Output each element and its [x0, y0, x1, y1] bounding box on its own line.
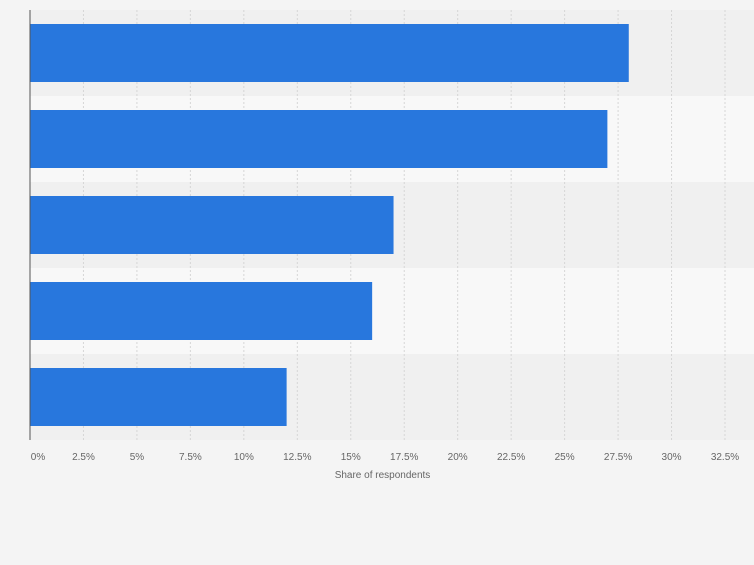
bars — [30, 24, 629, 426]
x-tick-label: 27.5% — [604, 452, 632, 463]
x-tick-label: 2.5% — [72, 452, 95, 463]
x-tick-label: 17.5% — [390, 452, 418, 463]
x-tick-label: 10% — [234, 452, 254, 463]
bar — [30, 110, 608, 168]
bar — [30, 24, 629, 82]
bar — [30, 282, 373, 340]
x-axis-ticks: 0% 2.5% 5% 7.5% 10% 12.5% 15% 17.5% 20% 22.5% 25% 2… — [31, 452, 740, 463]
x-tick-label: 22.5% — [497, 452, 525, 463]
bar — [30, 368, 287, 426]
x-tick-label: 5% — [130, 452, 145, 463]
x-tick-label: 12.5% — [283, 452, 311, 463]
x-tick-label: 15% — [341, 452, 361, 463]
x-tick-label: 7.5% — [179, 452, 202, 463]
x-tick-label: 0% — [31, 452, 46, 463]
x-tick-label: 25% — [555, 452, 575, 463]
x-axis-label: Share of respondents — [335, 470, 431, 481]
x-tick-label: 32.5% — [711, 452, 739, 463]
x-tick-label: 30% — [662, 452, 682, 463]
x-tick-label: 20% — [448, 452, 468, 463]
bar — [30, 196, 394, 254]
